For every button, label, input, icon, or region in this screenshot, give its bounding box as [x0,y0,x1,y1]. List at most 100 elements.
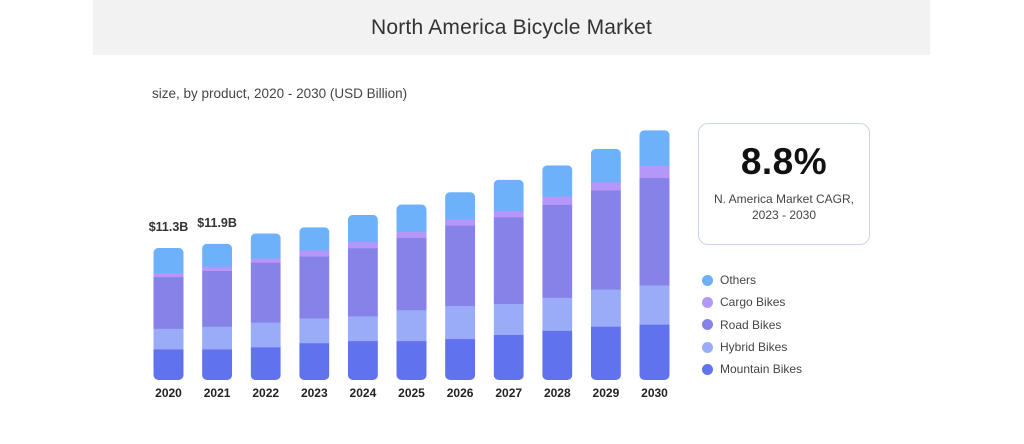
bar-segment [347,316,378,342]
bar-segment [347,247,378,317]
bar-segment [396,204,427,232]
legend-swatch [702,319,713,331]
bar-segment [445,219,476,226]
bar-segment [493,334,524,380]
title-bar: North America Bicycle Market [93,0,930,55]
x-tick-label: 2027 [495,386,522,400]
bar-segment [299,256,330,319]
bar-segment [153,276,184,329]
x-tick-label: 2025 [398,386,425,400]
bar-segment [493,303,524,335]
bar-stack-2025 [396,204,427,380]
bar-segment [250,258,281,263]
legend-swatch [702,274,713,286]
legend-label: Hybrid Bikes [720,340,788,355]
x-tick-label: 2030 [641,386,668,400]
bar-segment [347,241,378,249]
bar-segment [639,324,670,380]
bar-chart: 2020 2021 2022 2023 2024 2025 2026 2027 2028 2029… [149,130,670,400]
chart-legend: Others Cargo Bikes Road Bikes Hybrid Bikes M… [702,269,802,380]
bar-segment [590,289,621,327]
legend-item: Mountain Bikes [702,358,802,380]
bar-segment [153,247,184,274]
bar-segment [202,243,233,267]
bar-segment [445,192,476,220]
bar-segment [202,266,233,272]
bar-segment [445,338,476,380]
bar-segment [299,227,330,251]
bar-segment [590,190,621,290]
bar-segment [542,204,573,298]
bar-segment [299,342,330,380]
legend-swatch [702,341,713,353]
bar-stack-2022 [250,233,281,380]
legend-item: Others [702,269,802,291]
x-tick-label: 2021 [204,386,231,400]
bar-segment [153,328,184,350]
x-tick-label: 2023 [301,386,328,400]
legend-item: Cargo Bikes [702,291,802,313]
bar-segment [590,326,621,380]
bar-stack-2020 [153,247,184,380]
data-label: $11.9B [197,216,237,230]
bar-segment [396,237,427,311]
bar-stack-2028 [542,165,573,380]
bar-segment [299,249,330,257]
bar-segment [639,285,670,325]
bar-stack-2027 [493,179,524,380]
bar-segment [493,210,524,218]
bar-segment [250,346,281,380]
bar-segment [153,349,184,380]
data-label: $11.3B [149,220,189,234]
legend-label: Mountain Bikes [720,362,803,377]
x-tick-label: 2026 [447,386,474,400]
bar-segment [542,330,573,380]
bar-stack-2024 [347,214,378,380]
bar-segment [493,216,524,305]
legend-label: Road Bikes [720,317,782,332]
cagr-card: 8.8% N. America Market CAGR, 2023 - 2030 [698,123,870,245]
bar-stack-2021 [202,243,233,380]
x-tick-label: 2029 [593,386,620,400]
chart-subtitle: size, by product, 2020 - 2030 (USD Billi… [152,86,408,101]
legend-swatch [702,363,713,375]
cagr-label: N. America Market CAGR, 2023 - 2030 [713,192,855,222]
bar-segment [250,262,281,323]
bar-segment [347,214,378,243]
bar-segment [396,340,427,380]
bar-stack-2030 [639,130,670,380]
bar-segment [202,326,233,350]
legend-label: Cargo Bikes [720,295,786,310]
bar-segment [153,272,184,278]
bar-segment [396,231,427,238]
chart-title: North America Bicycle Market [370,15,652,39]
bar-segment [347,340,378,380]
bar-segment [396,309,427,342]
bar-segment [639,165,670,179]
bar-segment [445,305,476,340]
bar-segment [542,165,573,197]
bar-segment [445,225,476,307]
x-tick-label: 2022 [252,386,279,400]
bar-segment [299,318,330,344]
bar-segment [542,297,573,331]
bar-segment [639,130,670,166]
legend-label: Others [720,273,757,288]
bar-stack-2029 [590,148,621,380]
bar-segment [639,177,670,286]
bar-stack-2026 [445,192,476,380]
bar-segment [590,148,621,183]
legend-swatch [702,296,713,308]
legend-item: Hybrid Bikes [702,336,802,358]
x-tick-label: 2024 [350,386,377,400]
legend-item: Road Bikes [702,314,802,336]
bar-segment [542,196,573,205]
bar-segment [590,181,621,191]
bar-segment [250,322,281,348]
bar-segment [202,270,233,327]
bar-segment [250,233,281,259]
x-tick-label: 2020 [155,386,182,400]
bar-segment [202,349,233,380]
bar-stack-2023 [299,227,330,380]
cagr-value: 8.8% [740,141,828,182]
